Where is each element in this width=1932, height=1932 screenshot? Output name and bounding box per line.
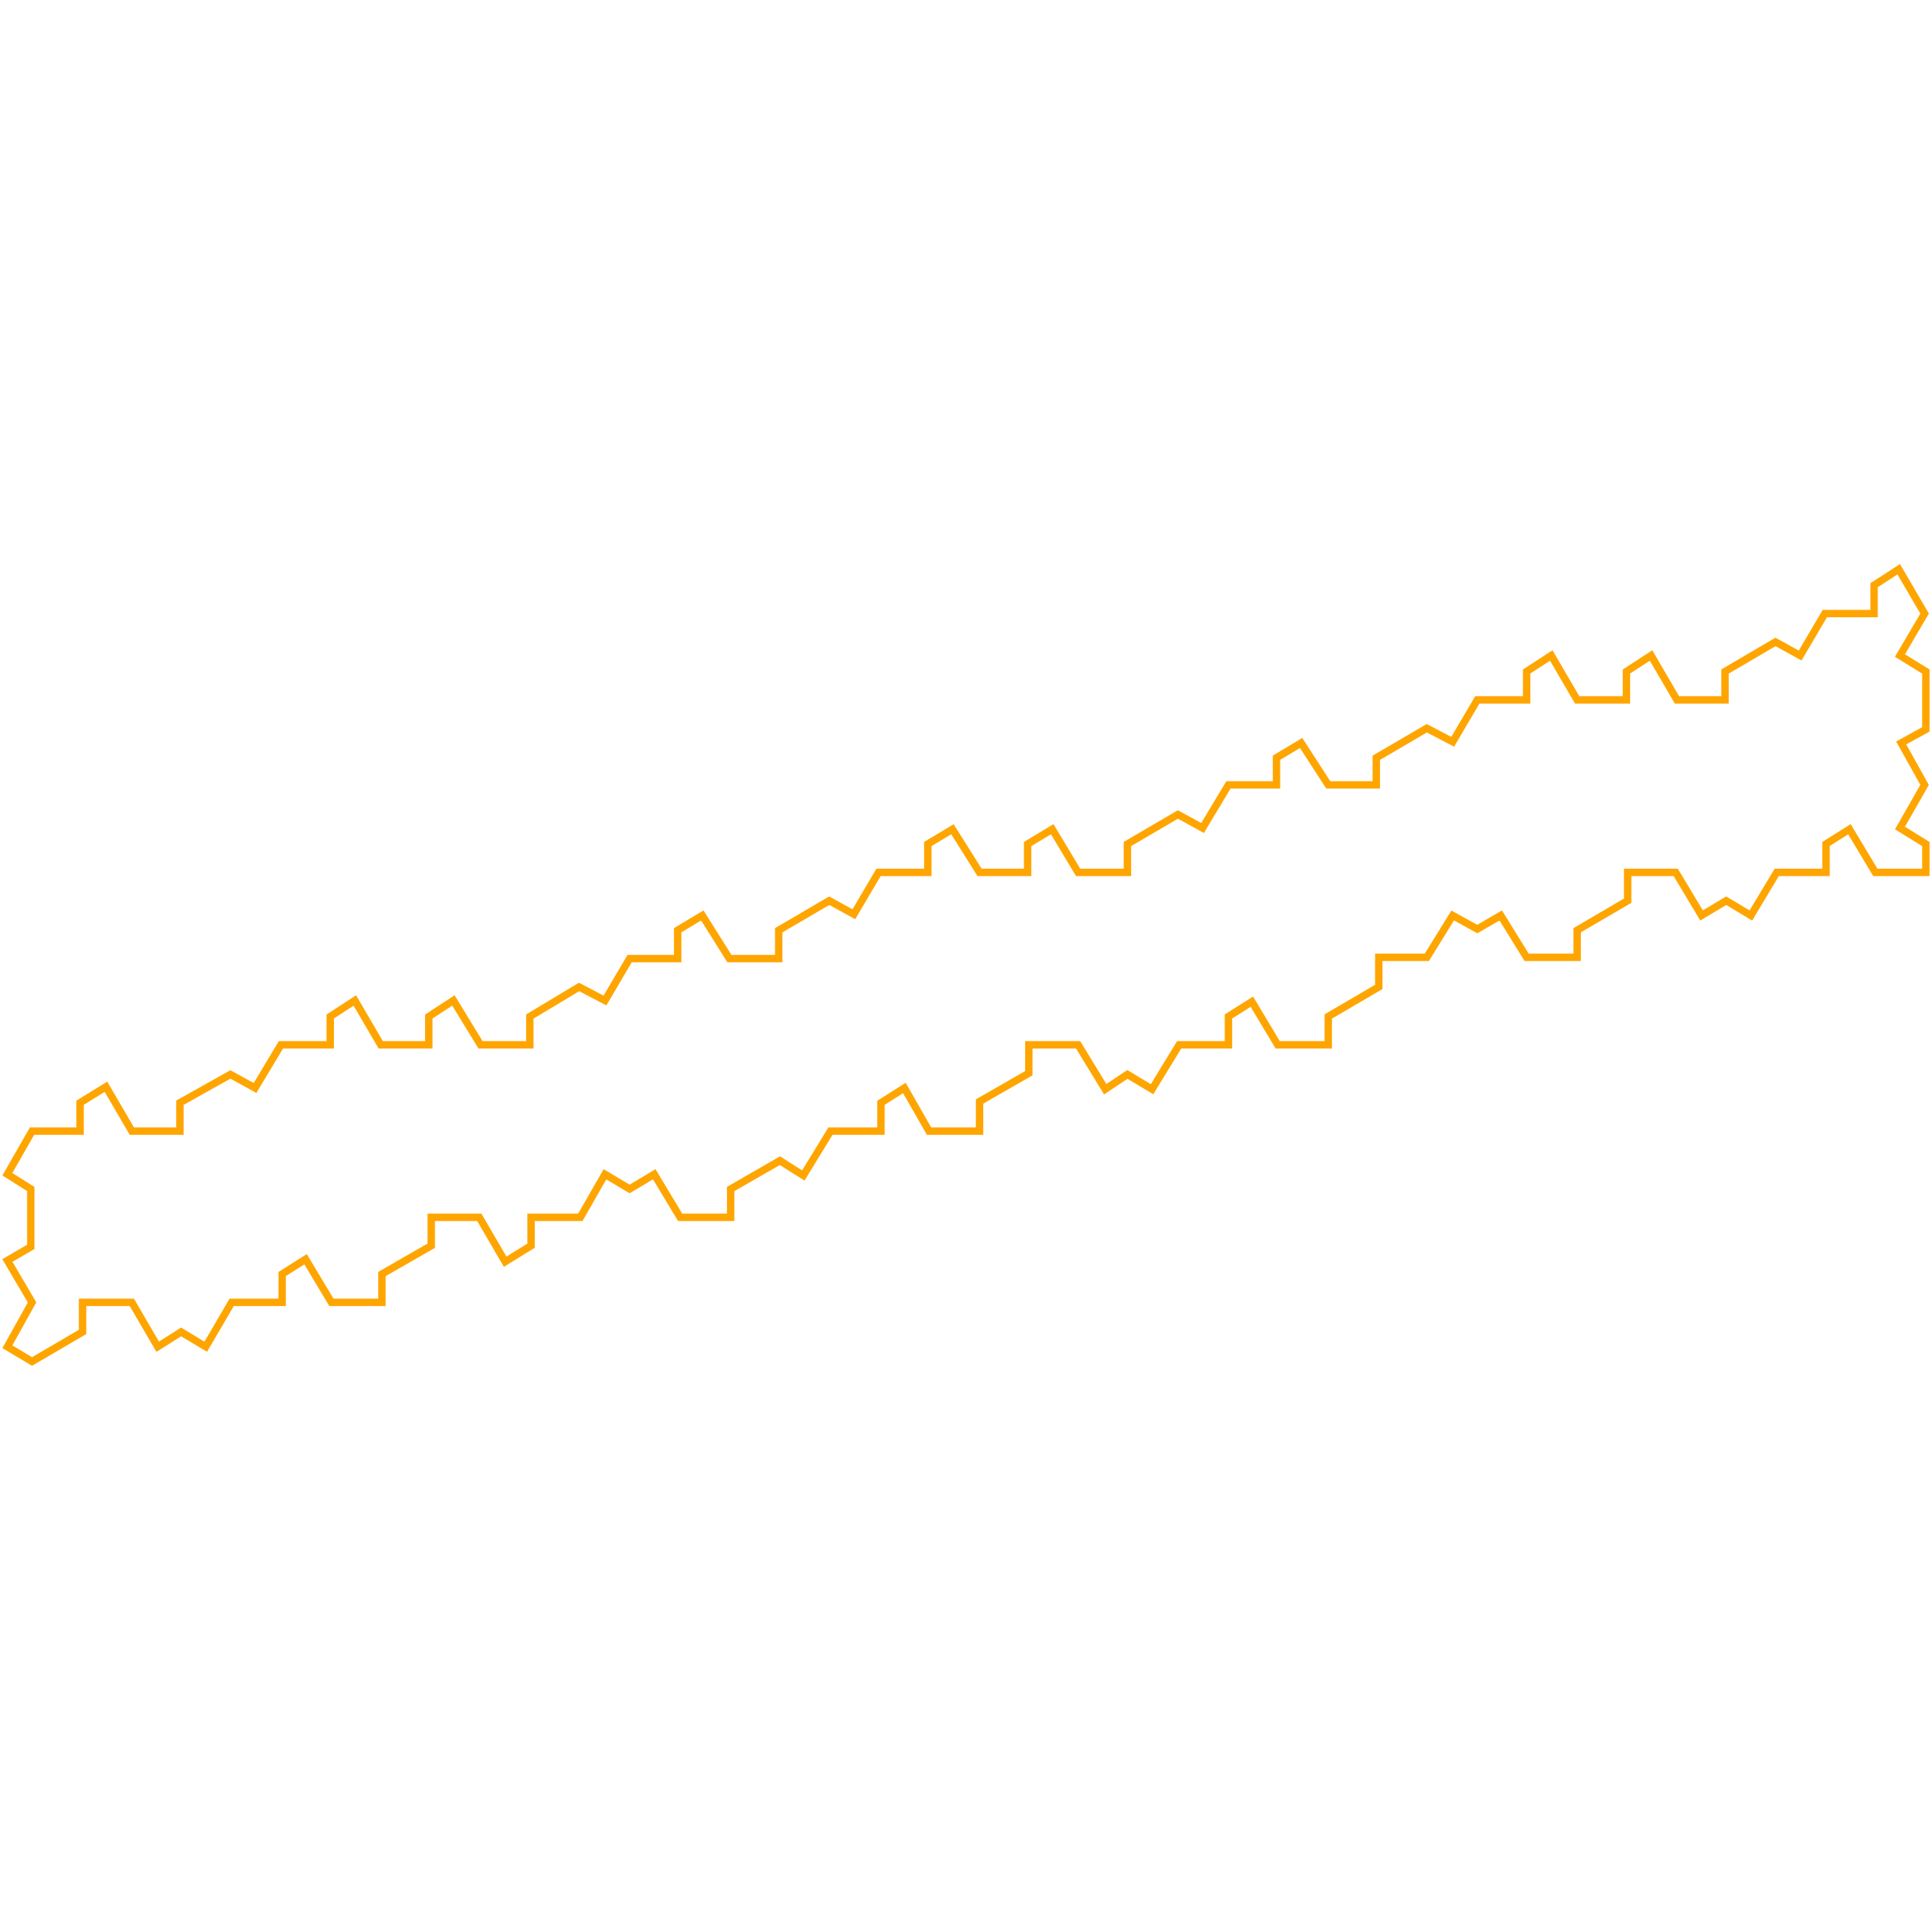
jagged-outline-shape (2, 564, 1930, 1366)
